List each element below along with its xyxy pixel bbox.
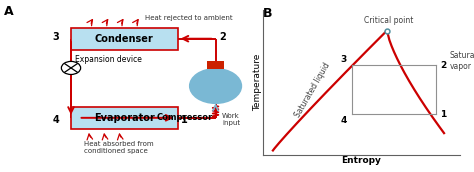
Text: 1: 1 [182, 115, 188, 125]
X-axis label: Entropy: Entropy [341, 156, 382, 165]
Text: Evaporator: Evaporator [94, 113, 155, 123]
Text: B: B [263, 7, 273, 20]
Y-axis label: Temperature: Temperature [253, 54, 262, 111]
Text: 2: 2 [440, 61, 447, 70]
FancyBboxPatch shape [71, 107, 177, 129]
Text: 3: 3 [53, 32, 60, 42]
Text: Expansion device: Expansion device [75, 55, 142, 64]
Text: 4: 4 [340, 116, 346, 125]
Text: 3: 3 [340, 55, 346, 64]
Circle shape [61, 61, 81, 74]
Text: Saturated
vapor: Saturated vapor [450, 51, 474, 71]
Text: 4: 4 [53, 115, 60, 125]
Text: Critical point: Critical point [365, 17, 414, 25]
Text: 2: 2 [219, 32, 226, 42]
Circle shape [189, 68, 242, 104]
Text: Condenser: Condenser [95, 34, 154, 44]
Text: A: A [4, 5, 13, 18]
Text: Work
input: Work input [222, 113, 240, 126]
Text: Heat rejected to ambient: Heat rejected to ambient [145, 15, 232, 21]
Text: Heat absorbed from
conditioned space: Heat absorbed from conditioned space [84, 141, 153, 154]
Text: 1: 1 [440, 110, 447, 119]
FancyBboxPatch shape [71, 28, 177, 50]
FancyBboxPatch shape [207, 61, 224, 69]
Text: Saturated liquid: Saturated liquid [293, 61, 332, 119]
Text: Compressor: Compressor [157, 113, 213, 122]
